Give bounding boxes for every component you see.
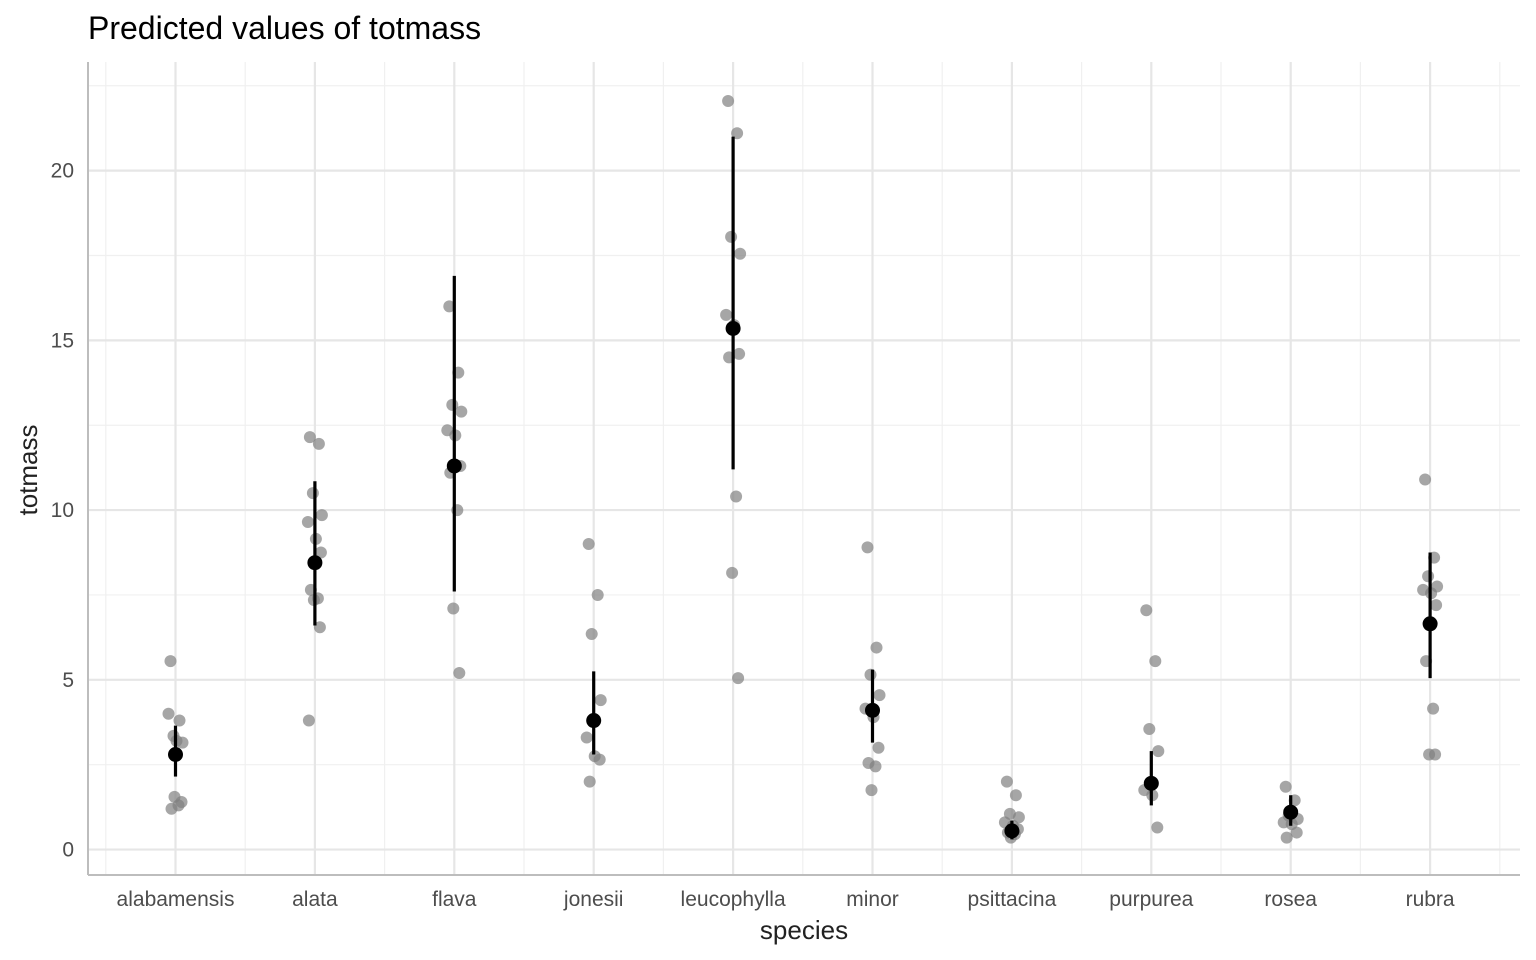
observation-point [301, 515, 314, 528]
observation-point [443, 300, 456, 313]
predicted-point [1004, 823, 1020, 839]
observation-point [869, 760, 882, 773]
observation-point [725, 230, 738, 243]
observation-point [453, 667, 466, 680]
y-axis-title: totmass [13, 424, 43, 515]
predicted-point [1143, 775, 1159, 791]
observation-point [1290, 826, 1303, 839]
observation-point [1152, 745, 1165, 758]
observation-point [1143, 723, 1156, 736]
x-tick-label: leucophylla [681, 888, 786, 911]
y-tick-label: 15 [51, 329, 74, 352]
observation-point [1009, 789, 1022, 802]
observation-point [1149, 655, 1162, 668]
observation-point [312, 437, 325, 450]
x-axis-title: species [760, 915, 848, 945]
observation-point [733, 347, 746, 360]
observation-point [582, 538, 595, 551]
observation-point [1419, 473, 1432, 486]
observation-point [730, 490, 743, 503]
observation-point [455, 405, 468, 418]
observation-point [720, 308, 733, 321]
x-tick-label: minor [846, 888, 899, 911]
observation-point [1279, 780, 1292, 793]
observation-point [861, 541, 874, 554]
observation-point [726, 566, 739, 579]
predicted-point [725, 320, 741, 336]
observation-point [583, 775, 596, 788]
observation-point [1427, 702, 1440, 715]
observation-point [447, 602, 460, 615]
observation-point [168, 790, 181, 803]
observation-point [302, 714, 315, 727]
observation-point [731, 127, 744, 140]
x-tick-label: flava [432, 888, 477, 911]
chart-title: Predicted values of totmass [88, 10, 481, 46]
predicted-point [446, 458, 462, 474]
y-tick-label: 10 [51, 499, 74, 522]
observation-point [303, 431, 316, 444]
observation-point [864, 668, 877, 681]
observation-point [173, 714, 186, 727]
y-tick-label: 0 [62, 839, 74, 862]
grid [88, 62, 1520, 875]
x-tick-label: psittacina [968, 888, 1057, 911]
predicted-point [1283, 804, 1299, 820]
x-tick-label: purpurea [1109, 888, 1193, 911]
observation-point [732, 672, 745, 685]
observation-point [314, 546, 327, 559]
observation-point [315, 509, 328, 522]
y-tick-label: 5 [62, 669, 74, 692]
observation-point [164, 655, 177, 668]
observation-point [580, 731, 593, 744]
observation-point [870, 641, 883, 654]
observation-point [162, 707, 175, 720]
predicted-point [865, 702, 880, 718]
observation-point [1429, 748, 1442, 761]
observation-point [872, 741, 885, 754]
observation-point [594, 694, 607, 707]
observation-point [1151, 821, 1164, 834]
observation-point [313, 621, 326, 634]
observation-point [865, 784, 878, 797]
observation-point [585, 627, 598, 640]
x-tick-label: jonesii [563, 888, 624, 911]
observation-point [734, 247, 747, 260]
predicted-point [168, 746, 183, 762]
predicted-point [586, 713, 602, 729]
observation-point [1000, 775, 1013, 788]
observation-point [1422, 570, 1435, 583]
observation-point [1280, 831, 1293, 844]
observation-point [1140, 604, 1153, 617]
predicted-values [168, 136, 1438, 840]
predicted-point [307, 555, 323, 571]
observation-point [1430, 599, 1443, 612]
predicted-point [1422, 616, 1438, 632]
observation-point [873, 689, 886, 702]
observation-point [722, 95, 735, 108]
y-tick-label: 20 [51, 160, 74, 183]
x-tick-label: alata [292, 888, 338, 911]
x-tick-label: rubra [1406, 888, 1455, 911]
x-tick-label: rosea [1264, 888, 1317, 911]
observation-point [593, 753, 606, 766]
observation-point [1012, 811, 1025, 824]
observation-point [591, 588, 604, 601]
x-tick-label: alabamensis [117, 888, 235, 911]
axes: 0 5 10 15 20 alabamensis alata flava jonesii leuc… [51, 62, 1520, 911]
observation-point [306, 487, 319, 500]
